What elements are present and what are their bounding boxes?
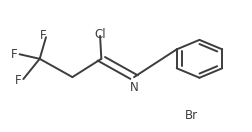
Text: F: F bbox=[15, 74, 21, 87]
Text: N: N bbox=[129, 81, 138, 94]
Text: F: F bbox=[40, 29, 47, 43]
Text: Cl: Cl bbox=[94, 28, 106, 41]
Text: F: F bbox=[11, 48, 18, 61]
Text: Br: Br bbox=[185, 109, 198, 122]
